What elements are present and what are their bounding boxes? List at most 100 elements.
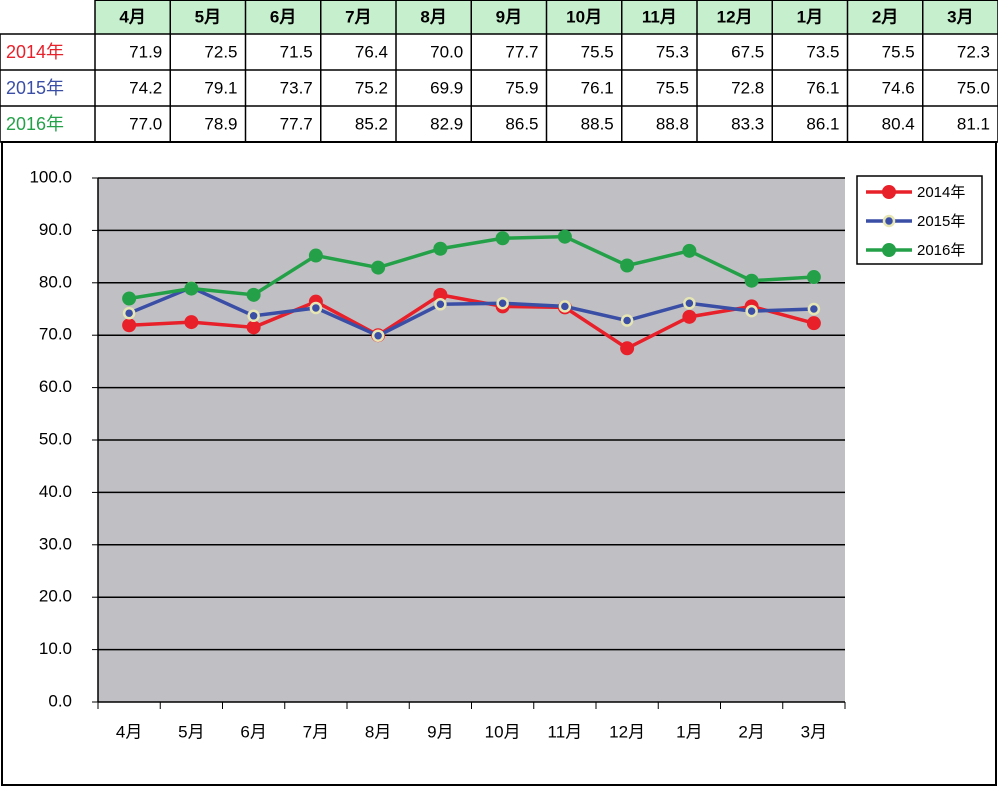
x-tick-label: 9月 xyxy=(427,722,453,741)
legend-label: 2014年 xyxy=(917,184,965,201)
series-line xyxy=(128,285,814,338)
legend-marker xyxy=(882,214,896,228)
x-tick-label: 3月 xyxy=(801,722,827,741)
table-header-cell: 10月 xyxy=(566,7,602,26)
table-cell: 67.5 xyxy=(731,42,764,61)
table-cell: 75.5 xyxy=(656,78,689,97)
x-tick-label: 1月 xyxy=(676,722,702,741)
table-cell: 74.6 xyxy=(882,78,915,97)
table-cell: 77.0 xyxy=(129,114,162,133)
data-point xyxy=(371,329,385,342)
y-tick-label: 80.0 xyxy=(39,272,72,291)
table-cell: 78.9 xyxy=(204,114,237,133)
data-point xyxy=(620,258,635,273)
data-point xyxy=(247,309,260,323)
legend-marker xyxy=(882,185,896,199)
table-cell: 69.9 xyxy=(430,78,463,97)
table-cell: 71.9 xyxy=(129,42,162,61)
data-point xyxy=(806,270,821,285)
y-tick-label: 100.0 xyxy=(29,167,72,186)
data-point xyxy=(308,248,323,263)
table-cell: 82.9 xyxy=(430,114,463,133)
x-tick-label: 11月 xyxy=(548,722,583,741)
table-row-header: 2016年 xyxy=(6,114,64,134)
data-point xyxy=(745,304,758,318)
data-point xyxy=(246,287,261,302)
x-tick-label: 8月 xyxy=(365,722,391,741)
data-point xyxy=(620,314,634,327)
table-cell: 77.7 xyxy=(280,114,313,133)
y-tick-label: 20.0 xyxy=(39,587,72,606)
data-point xyxy=(122,318,137,333)
table-header-cell: 3月 xyxy=(947,7,973,26)
table-cell: 73.7 xyxy=(280,78,313,97)
data-point xyxy=(246,320,261,335)
y-tick-label: 30.0 xyxy=(39,534,72,553)
table-cell: 80.4 xyxy=(882,114,915,133)
table-cell: 76.4 xyxy=(355,42,388,61)
table-header-cell: 12月 xyxy=(717,7,753,26)
table-row-header: 2014年 xyxy=(6,42,64,62)
data-point xyxy=(309,301,323,315)
y-tick-label: 40.0 xyxy=(39,482,72,501)
table-cell: 75.5 xyxy=(581,42,614,61)
x-tick-label: 10月 xyxy=(485,722,521,741)
data-point xyxy=(682,309,697,324)
table-header-cell: 11月 xyxy=(642,7,677,26)
y-tick-label: 0.0 xyxy=(48,691,72,710)
table-cell: 76.1 xyxy=(581,78,614,97)
data-point xyxy=(122,306,136,320)
y-tick-label: 70.0 xyxy=(39,325,72,344)
table-cell: 88.8 xyxy=(656,114,689,133)
table-cell: 79.1 xyxy=(204,78,237,97)
table-header-cell: 9月 xyxy=(496,7,522,26)
table-cell: 72.8 xyxy=(731,78,764,97)
data-point xyxy=(806,316,821,331)
data-point xyxy=(122,291,137,306)
legend-label: 2016年 xyxy=(917,242,965,259)
legend-label: 2015年 xyxy=(917,213,965,230)
table-cell: 74.2 xyxy=(129,78,162,97)
table-cell: 83.3 xyxy=(731,114,764,133)
data-point xyxy=(682,243,697,258)
data-point xyxy=(371,260,386,275)
series-line xyxy=(129,293,815,351)
table-header-cell: 1月 xyxy=(797,7,823,26)
table-header-cell: 2月 xyxy=(872,7,898,26)
y-tick-label: 50.0 xyxy=(39,429,72,448)
data-point xyxy=(807,302,821,316)
table-cell: 75.9 xyxy=(505,78,538,97)
table-cell: 70.0 xyxy=(430,42,463,61)
table-cell: 88.5 xyxy=(581,114,614,133)
table-header-cell: 7月 xyxy=(345,7,371,26)
table-header-cell: 5月 xyxy=(195,7,221,26)
table-cell: 77.7 xyxy=(505,42,538,61)
table-cell: 81.1 xyxy=(957,114,990,133)
data-point xyxy=(495,231,510,246)
table-cell: 85.2 xyxy=(355,114,388,133)
data-point xyxy=(434,298,447,311)
table-cell: 76.1 xyxy=(806,78,839,97)
table-cell: 72.3 xyxy=(957,42,990,61)
table-cell: 75.5 xyxy=(882,42,915,61)
table-cell: 73.5 xyxy=(806,42,839,61)
x-tick-label: 2月 xyxy=(738,722,764,741)
y-tick-label: 10.0 xyxy=(39,639,72,658)
data-point xyxy=(744,273,759,288)
y-tick-label: 60.0 xyxy=(39,377,72,396)
data-point xyxy=(620,341,635,356)
data-point xyxy=(683,296,696,310)
table-header-cell: 8月 xyxy=(420,7,446,26)
data-point xyxy=(184,281,199,296)
table-header-cell: 6月 xyxy=(270,7,296,26)
x-tick-label: 5月 xyxy=(178,722,204,741)
table-cell: 86.5 xyxy=(505,114,538,133)
x-tick-label: 4月 xyxy=(116,722,142,741)
table-cell: 75.0 xyxy=(957,78,990,97)
data-point xyxy=(557,229,572,244)
data-point xyxy=(184,315,199,330)
table-cell: 71.5 xyxy=(280,42,313,61)
data-point xyxy=(496,296,509,310)
legend-marker xyxy=(882,243,896,257)
